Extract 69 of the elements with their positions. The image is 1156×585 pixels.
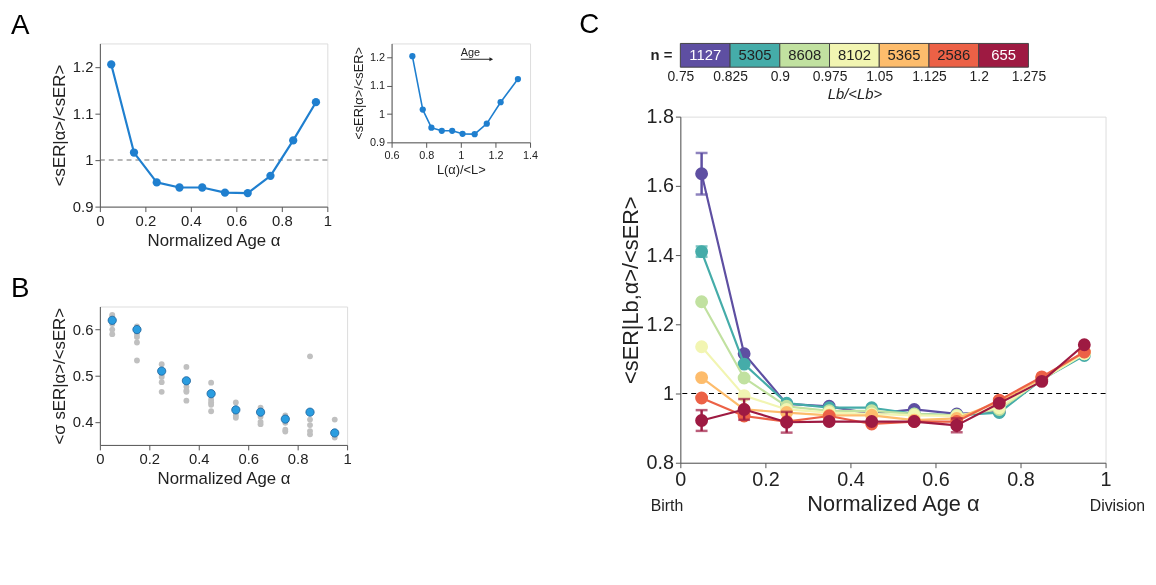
x-tick-label: 1	[458, 148, 465, 161]
text: 655	[991, 47, 1016, 64]
y-tick-label: 0.9	[370, 135, 386, 148]
x-tick-label: 1.2	[488, 148, 504, 161]
y-tick-label: 1.6	[646, 174, 674, 197]
x-tick-label: 0.4	[837, 467, 865, 490]
text: 5365	[887, 47, 921, 64]
x-tick-label: 1	[323, 212, 332, 229]
x-tick-label: 0.2	[135, 212, 157, 229]
color-bar-label: 0.9	[770, 67, 791, 84]
x-tick-label: 0.6	[922, 467, 950, 490]
legend-title: n =	[650, 47, 673, 64]
x-tick-label: 0.8	[419, 148, 435, 161]
color-bar-label: 1.125	[912, 67, 948, 84]
text: Birth	[650, 497, 684, 515]
x-axis-title: Normalized Age α	[807, 490, 980, 516]
chart-title: C	[579, 8, 600, 40]
y-tick-label: 1.4	[646, 243, 674, 266]
y-tick-label: 0.5	[72, 368, 94, 385]
y-axis-title: <sER|Lb,α>/<sER>	[617, 196, 643, 384]
y-tick-label: 1.1	[370, 79, 386, 92]
x-tick-label: 1	[343, 451, 352, 468]
color-bar-label: 1.05	[866, 67, 894, 84]
text: 1127	[689, 47, 722, 64]
y-tick-label: 0.9	[72, 199, 94, 216]
x-tick-label: 0.4	[188, 451, 210, 468]
color-bar-label: 0.975	[812, 67, 848, 84]
y-tick-label: 1.2	[72, 59, 94, 76]
color-bar-label: 1.2	[969, 67, 989, 84]
color-bar-title: Lb/<Lb>	[827, 86, 883, 103]
text: Division	[1089, 497, 1146, 515]
x-tick-label: 0.4	[181, 212, 202, 229]
text: 5305	[738, 47, 772, 64]
x-axis-title: Normalized Age α	[147, 230, 281, 250]
y-axis-title: <sER|α>/<sER>	[351, 46, 367, 140]
x-tick-label: 0	[96, 212, 105, 229]
x-tick-label: 0.8	[1007, 467, 1035, 490]
x-tick-label: 0	[96, 451, 105, 468]
y-tick-label: 1.8	[646, 105, 674, 128]
x-tick-label: 0.8	[272, 212, 293, 229]
x-tick-label: 0.2	[752, 467, 780, 490]
x-axis-title: L(α)/<L>	[436, 162, 486, 178]
x-tick-label: 0.6	[238, 451, 260, 468]
y-tick-label: 0.6	[72, 322, 94, 339]
y-tick-label: 1	[379, 107, 386, 120]
annotation: Age	[460, 46, 481, 59]
y-axis-title: <sER|α>/<sER>	[49, 64, 69, 187]
y-tick-label: 1.2	[370, 51, 386, 64]
chart-title: B	[11, 271, 30, 303]
y-tick-label: 0.4	[72, 414, 94, 431]
color-bar-label: 0.825	[713, 67, 749, 84]
chart-title: A	[11, 8, 31, 40]
x-tick-label: 0.6	[384, 148, 400, 161]
x-tick-label: 0	[675, 467, 687, 490]
x-tick-label: 0.8	[287, 451, 309, 468]
x-tick-label: 0.2	[139, 451, 161, 468]
x-tick-label: 0.6	[226, 212, 248, 229]
y-tick-label: 1.2	[646, 312, 674, 335]
y-tick-label: 1.1	[72, 105, 94, 122]
x-tick-label: 1	[1100, 467, 1112, 490]
x-tick-label: 1.4	[522, 148, 539, 161]
y-tick-label: 1	[662, 381, 674, 404]
x-axis-title: Normalized Age α	[157, 469, 291, 488]
text: 8608	[788, 47, 822, 64]
text: 2586	[937, 47, 971, 64]
y-axis-title: <σ sER|α>/<sER>	[49, 307, 69, 445]
color-bar-label: 1.275	[1011, 67, 1047, 84]
text: 8102	[837, 47, 871, 64]
color-bar-label: 0.75	[667, 67, 695, 84]
